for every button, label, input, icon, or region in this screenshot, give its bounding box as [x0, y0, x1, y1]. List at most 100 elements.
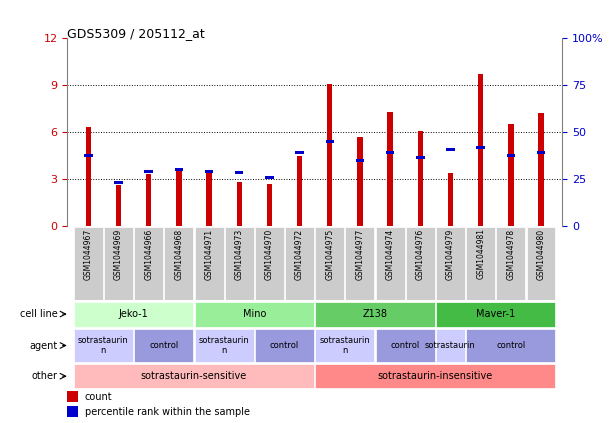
- FancyBboxPatch shape: [436, 227, 465, 300]
- FancyBboxPatch shape: [255, 227, 284, 300]
- Text: Z138: Z138: [362, 309, 387, 319]
- Text: count: count: [84, 392, 112, 402]
- Bar: [416, 156, 425, 159]
- Text: GSM1044968: GSM1044968: [174, 228, 183, 280]
- Bar: [507, 154, 515, 157]
- FancyBboxPatch shape: [194, 227, 224, 300]
- FancyBboxPatch shape: [74, 329, 133, 362]
- Text: other: other: [31, 371, 57, 381]
- Bar: [146, 174, 152, 226]
- FancyBboxPatch shape: [436, 329, 465, 362]
- FancyBboxPatch shape: [466, 227, 495, 300]
- Bar: [67, 406, 78, 417]
- Bar: [478, 74, 483, 226]
- Text: GSM1044979: GSM1044979: [446, 228, 455, 280]
- FancyBboxPatch shape: [315, 364, 555, 388]
- Bar: [446, 148, 455, 151]
- FancyBboxPatch shape: [134, 329, 193, 362]
- FancyBboxPatch shape: [436, 302, 555, 327]
- Bar: [417, 131, 423, 226]
- Bar: [235, 171, 243, 174]
- FancyBboxPatch shape: [134, 227, 163, 300]
- Bar: [386, 151, 394, 154]
- Text: GSM1044974: GSM1044974: [386, 228, 395, 280]
- FancyBboxPatch shape: [496, 227, 525, 300]
- Text: GSM1044973: GSM1044973: [235, 228, 244, 280]
- Text: Maver-1: Maver-1: [476, 309, 515, 319]
- Bar: [297, 156, 302, 226]
- Text: GSM1044966: GSM1044966: [144, 228, 153, 280]
- Bar: [508, 124, 513, 226]
- Bar: [265, 176, 274, 179]
- Text: sotrastaurin-insensitive: sotrastaurin-insensitive: [378, 371, 493, 381]
- Bar: [175, 168, 183, 171]
- Text: GSM1044975: GSM1044975: [325, 228, 334, 280]
- FancyBboxPatch shape: [315, 227, 344, 300]
- FancyBboxPatch shape: [255, 329, 314, 362]
- Text: GSM1044967: GSM1044967: [84, 228, 93, 280]
- Bar: [114, 181, 123, 184]
- Bar: [86, 127, 91, 226]
- Text: GSM1044980: GSM1044980: [536, 228, 546, 280]
- Bar: [356, 159, 364, 162]
- Text: GDS5309 / 205112_at: GDS5309 / 205112_at: [67, 27, 205, 41]
- Bar: [326, 140, 334, 143]
- Text: sotrastaurin
n: sotrastaurin n: [199, 336, 249, 355]
- Bar: [236, 182, 242, 226]
- Bar: [207, 173, 212, 226]
- Text: GSM1044971: GSM1044971: [205, 228, 213, 280]
- FancyBboxPatch shape: [74, 364, 314, 388]
- Bar: [84, 154, 92, 157]
- Bar: [116, 185, 121, 226]
- FancyBboxPatch shape: [376, 329, 435, 362]
- Bar: [176, 170, 181, 226]
- Text: sotrastaurin
n: sotrastaurin n: [320, 336, 370, 355]
- Text: GSM1044981: GSM1044981: [476, 228, 485, 280]
- Text: agent: agent: [29, 341, 57, 351]
- Text: sotrastaurin: sotrastaurin: [425, 341, 476, 350]
- FancyBboxPatch shape: [406, 227, 435, 300]
- Bar: [448, 173, 453, 226]
- Text: GSM1044969: GSM1044969: [114, 228, 123, 280]
- Bar: [266, 184, 272, 226]
- Text: GSM1044970: GSM1044970: [265, 228, 274, 280]
- Bar: [387, 112, 393, 226]
- Text: control: control: [149, 341, 178, 350]
- Text: control: control: [496, 341, 525, 350]
- Text: sotrastaurin
n: sotrastaurin n: [78, 336, 129, 355]
- FancyBboxPatch shape: [225, 227, 254, 300]
- FancyBboxPatch shape: [194, 302, 314, 327]
- Text: GSM1044976: GSM1044976: [416, 228, 425, 280]
- Bar: [357, 137, 363, 226]
- Bar: [144, 170, 153, 173]
- FancyBboxPatch shape: [376, 227, 404, 300]
- Bar: [295, 151, 304, 154]
- Text: GSM1044972: GSM1044972: [295, 228, 304, 280]
- Bar: [327, 83, 332, 226]
- FancyBboxPatch shape: [315, 329, 375, 362]
- Text: Jeko-1: Jeko-1: [119, 309, 148, 319]
- Text: cell line: cell line: [20, 309, 57, 319]
- FancyBboxPatch shape: [164, 227, 193, 300]
- FancyBboxPatch shape: [194, 329, 254, 362]
- Text: sotrastaurin-sensitive: sotrastaurin-sensitive: [141, 371, 247, 381]
- Text: Mino: Mino: [243, 309, 266, 319]
- FancyBboxPatch shape: [104, 227, 133, 300]
- FancyBboxPatch shape: [315, 302, 435, 327]
- Bar: [205, 170, 213, 173]
- Bar: [537, 151, 545, 154]
- Text: GSM1044978: GSM1044978: [507, 228, 515, 280]
- FancyBboxPatch shape: [285, 227, 314, 300]
- Bar: [67, 391, 78, 402]
- Text: GSM1044977: GSM1044977: [356, 228, 364, 280]
- FancyBboxPatch shape: [345, 227, 375, 300]
- FancyBboxPatch shape: [466, 329, 555, 362]
- Bar: [538, 113, 544, 226]
- Bar: [477, 146, 485, 149]
- Text: control: control: [270, 341, 299, 350]
- FancyBboxPatch shape: [74, 302, 193, 327]
- FancyBboxPatch shape: [74, 227, 103, 300]
- Text: percentile rank within the sample: percentile rank within the sample: [84, 407, 249, 417]
- FancyBboxPatch shape: [527, 227, 555, 300]
- Text: control: control: [390, 341, 420, 350]
